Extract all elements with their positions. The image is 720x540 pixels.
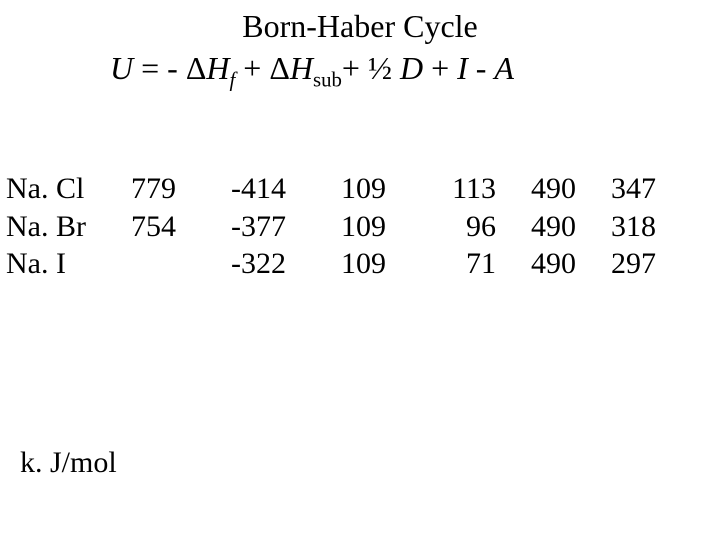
data-table: Na. Cl779 -414 109 113 490 347 Na. Br754 -377 1… (6, 170, 656, 283)
cell-I: 490 (506, 245, 576, 283)
slide-title: Born-Haber Cycle (0, 8, 720, 45)
table-row: Na. Br754 -377 109 96 490 318 (6, 208, 656, 246)
eq-sub-sub: sub (313, 68, 342, 91)
eq-delta2: Δ (269, 50, 290, 86)
cell-Hsub: 109 (316, 245, 386, 283)
eq-minus: - (468, 50, 495, 86)
cell-U: 754 (106, 208, 176, 246)
cell-A: 297 (586, 245, 656, 283)
cell-D: 113 (426, 170, 496, 208)
cell-D: 96 (426, 208, 496, 246)
eq-equals: = - (133, 50, 186, 86)
cell-compound: Na. Br (6, 208, 106, 246)
eq-plus3: + (423, 50, 457, 86)
cell-D: 71 (426, 245, 496, 283)
eq-U: U (110, 50, 133, 86)
cell-U: 779 (106, 170, 176, 208)
eq-delta1: Δ (186, 50, 207, 86)
eq-I: I (457, 50, 468, 86)
eq-H2: H (290, 50, 313, 86)
cell-compound: Na. Cl (6, 170, 106, 208)
eq-plus1: + (235, 50, 269, 86)
eq-plus2: + ½ (342, 50, 400, 86)
cell-Hsub: 109 (316, 170, 386, 208)
born-haber-equation: U = - ΔHf + ΔHsub+ ½ D + I - A (110, 50, 514, 92)
cell-A: 347 (586, 170, 656, 208)
table-row: Na. I -322 109 71 490 297 (6, 245, 656, 283)
eq-H1: H (206, 50, 229, 86)
cell-Hsub: 109 (316, 208, 386, 246)
cell-Hf: -414 (206, 170, 286, 208)
cell-compound: Na. I (6, 245, 106, 283)
eq-D: D (400, 50, 423, 86)
slide: Born-Haber Cycle U = - ΔHf + ΔHsub+ ½ D … (0, 0, 720, 540)
cell-Hf: -377 (206, 208, 286, 246)
cell-I: 490 (506, 208, 576, 246)
cell-I: 490 (506, 170, 576, 208)
unit-label: k. J/mol (20, 446, 117, 480)
table-row: Na. Cl779 -414 109 113 490 347 (6, 170, 656, 208)
eq-A: A (494, 50, 514, 86)
cell-A: 318 (586, 208, 656, 246)
cell-Hf: -322 (206, 245, 286, 283)
